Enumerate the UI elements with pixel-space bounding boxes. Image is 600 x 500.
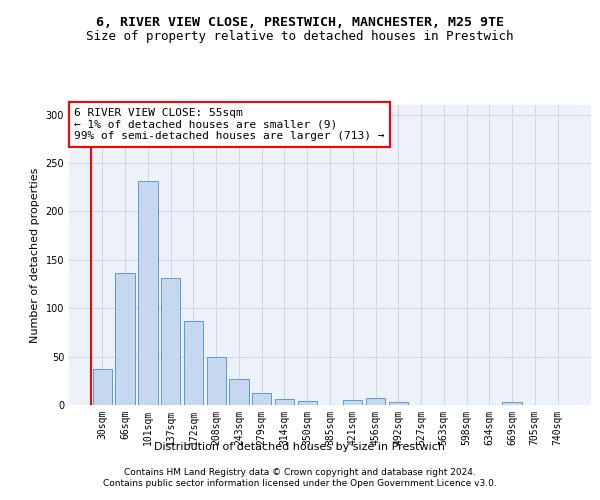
Bar <box>229 379 248 405</box>
Text: Distribution of detached houses by size in Prestwich: Distribution of detached houses by size … <box>155 442 445 452</box>
Bar <box>138 182 158 405</box>
Bar <box>298 401 317 405</box>
Bar <box>502 402 522 405</box>
Text: Contains HM Land Registry data © Crown copyright and database right 2024.: Contains HM Land Registry data © Crown c… <box>124 468 476 477</box>
Bar <box>366 398 385 405</box>
Bar <box>184 321 203 405</box>
Text: Contains public sector information licensed under the Open Government Licence v3: Contains public sector information licen… <box>103 479 497 488</box>
Bar <box>206 356 226 405</box>
Bar <box>389 402 408 405</box>
Text: 6, RIVER VIEW CLOSE, PRESTWICH, MANCHESTER, M25 9TE: 6, RIVER VIEW CLOSE, PRESTWICH, MANCHEST… <box>96 16 504 29</box>
Bar <box>343 400 362 405</box>
Bar <box>93 369 112 405</box>
Bar <box>161 278 181 405</box>
Bar <box>115 274 135 405</box>
Bar <box>252 394 271 405</box>
Text: Size of property relative to detached houses in Prestwich: Size of property relative to detached ho… <box>86 30 514 43</box>
Y-axis label: Number of detached properties: Number of detached properties <box>30 168 40 342</box>
Bar <box>275 399 294 405</box>
Text: 6 RIVER VIEW CLOSE: 55sqm
← 1% of detached houses are smaller (9)
99% of semi-de: 6 RIVER VIEW CLOSE: 55sqm ← 1% of detach… <box>74 108 385 141</box>
